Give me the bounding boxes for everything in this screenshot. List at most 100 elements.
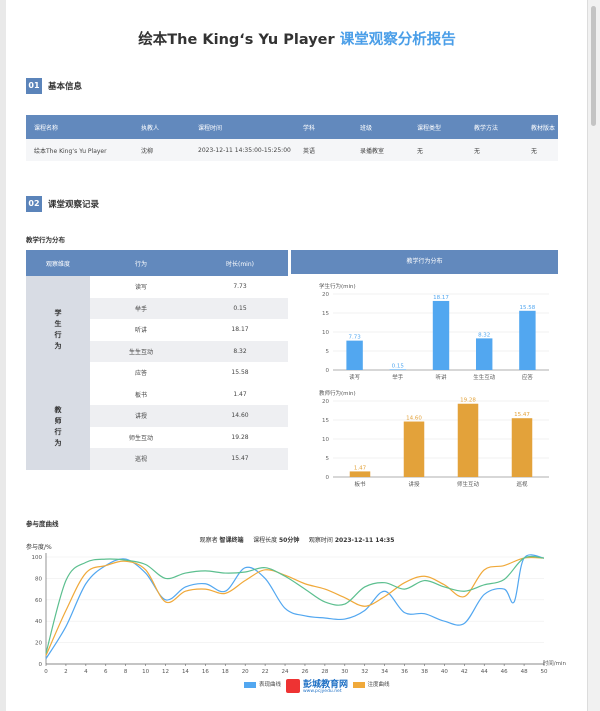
student-group-label: 学生行为 bbox=[54, 308, 62, 350]
engagement-info: 观察者 智课终端 课程长度 50分钟 观察时间 2023-12-11 14:35 bbox=[6, 535, 588, 544]
x-tick-label: 10 bbox=[142, 669, 149, 675]
x-tick-label: 20 bbox=[242, 669, 249, 675]
y-tick-label: 0 bbox=[326, 475, 330, 481]
x-tick-label: 24 bbox=[282, 669, 289, 675]
behavior-row: 教师行为 板书 1.47 bbox=[26, 383, 288, 470]
bar-value-label: 1.47 bbox=[354, 465, 367, 471]
x-tick-label: 32 bbox=[361, 669, 368, 675]
section-basic-info-header: 01 基本信息 bbox=[26, 75, 82, 94]
header-cell: 教材版本 bbox=[523, 115, 558, 139]
x-tick-label: 读写 bbox=[349, 373, 361, 381]
teacher-group-label: 教师行为 bbox=[54, 405, 62, 447]
cell: 录播教室 bbox=[352, 139, 409, 161]
watermark-icon bbox=[286, 679, 300, 693]
x-tick-label: 26 bbox=[301, 669, 308, 675]
page-scrollbar[interactable] bbox=[587, 0, 600, 711]
behavior-row: 巡视 15.47 bbox=[26, 448, 288, 470]
behavior-name: 板书 bbox=[90, 383, 192, 405]
y-tick-label: 60 bbox=[35, 598, 42, 604]
bar bbox=[432, 300, 450, 370]
bar bbox=[403, 421, 425, 477]
bar bbox=[457, 403, 479, 477]
cell: 绘本The King‘s Yu Player bbox=[26, 139, 133, 161]
behavior-name: 举手 bbox=[90, 297, 192, 319]
behavior-name: 生生互动 bbox=[90, 340, 192, 362]
y-tick-label: 100 bbox=[32, 555, 43, 561]
header-cell: 时长(min) bbox=[192, 250, 288, 276]
basic-info-row: 绘本The King‘s Yu Player 沈柳 2023-12-11 14:… bbox=[26, 139, 558, 161]
section-title: 课堂观察记录 bbox=[48, 199, 100, 210]
x-tick-label: 48 bbox=[521, 669, 528, 675]
scrollbar-thumb[interactable] bbox=[591, 6, 596, 126]
x-tick-label: 讲授 bbox=[408, 480, 420, 488]
behavior-name: 应答 bbox=[90, 362, 192, 384]
behavior-row: 生生互动 8.32 bbox=[26, 340, 288, 362]
behavior-name: 听讲 bbox=[90, 319, 192, 341]
y-tick-label: 10 bbox=[322, 330, 329, 336]
series-line bbox=[45, 556, 545, 656]
bar bbox=[511, 418, 533, 477]
bar-value-label: 19.28 bbox=[460, 398, 476, 404]
x-tick-label: 4 bbox=[84, 669, 88, 675]
behavior-row: 学生行为 读写 7.73 bbox=[26, 276, 288, 384]
length-label: 课程长度 bbox=[253, 537, 278, 544]
watermark-url: www.pcjyedu.net bbox=[303, 689, 342, 694]
behavior-subtitle: 教学行为分布 bbox=[26, 236, 65, 244]
behavior-value: 15.58 bbox=[192, 362, 288, 384]
behavior-value: 8.32 bbox=[192, 340, 288, 362]
header-cell: 课程类型 bbox=[409, 115, 466, 139]
watermark-brand: 彭城教育网 bbox=[303, 680, 349, 690]
engagement-legend: 表现曲线 注度曲线 bbox=[236, 680, 390, 688]
teacher-bar-chart: 教师行为(min) 0 5 10 15 20 1.47 板书 14.60 讲授 19.28 师生互动 1… bbox=[319, 389, 549, 488]
section-observation-header: 02 课堂观察记录 bbox=[26, 193, 100, 212]
header-cell: 教学方法 bbox=[466, 115, 523, 139]
bar bbox=[519, 310, 536, 370]
header-cell: 课程时间 bbox=[190, 115, 295, 139]
x-tick-label: 28 bbox=[321, 669, 328, 675]
student-group-cell: 学生行为 bbox=[26, 276, 90, 384]
y-tick-label: 20 bbox=[322, 292, 329, 298]
bar-value-label: 18.17 bbox=[433, 295, 449, 301]
behavior-row: 应答 15.58 bbox=[26, 362, 288, 384]
x-tick-label: 8 bbox=[124, 669, 128, 675]
behavior-value: 19.28 bbox=[192, 426, 288, 448]
behavior-row: 举手 0.15 bbox=[26, 297, 288, 319]
title-main: 绘本The King‘s Yu Player bbox=[138, 32, 335, 48]
basic-info-header-row: 课程名称 执教人 课程时间 学科 班级 课程类型 教学方法 教材版本 bbox=[26, 115, 558, 139]
y-tick-label: 5 bbox=[326, 349, 330, 355]
bar-value-label: 7.73 bbox=[348, 335, 361, 341]
chart-xlabel: 时间/min bbox=[543, 659, 566, 667]
behavior-row: 师生互动 19.28 bbox=[26, 426, 288, 448]
x-tick-label: 34 bbox=[381, 669, 388, 675]
x-tick-label: 板书 bbox=[354, 480, 366, 488]
y-tick-label: 15 bbox=[322, 311, 329, 317]
behavior-chart-panel: 教学行为分布 学生行为(min) 0 5 10 15 20 7.73 读写 0.15 举手 18.1… bbox=[291, 250, 558, 493]
observer-label: 观察者 bbox=[199, 537, 218, 544]
behavior-table: 观察维度 行为 时长(min) 学生行为 读写 7.73 举手 0.15 听讲 … bbox=[26, 250, 288, 470]
bar-value-label: 15.47 bbox=[514, 412, 530, 418]
x-tick-label: 44 bbox=[481, 669, 488, 675]
header-cell: 课程名称 bbox=[26, 115, 133, 139]
title-accent: 课堂观察分析报告 bbox=[339, 32, 456, 48]
time-label: 观察时间 bbox=[308, 537, 333, 544]
x-tick-label: 12 bbox=[162, 669, 169, 675]
x-tick-label: 16 bbox=[202, 669, 209, 675]
series-line bbox=[45, 554, 545, 659]
bar-value-label: 0.15 bbox=[392, 363, 405, 369]
teacher-group-cell: 教师行为 bbox=[26, 383, 90, 470]
behavior-name: 讲授 bbox=[90, 405, 192, 427]
student-bar-chart: 学生行为(min) 0 5 10 15 20 7.73 读写 0.15 举手 18.17 听讲 8.32… bbox=[319, 282, 549, 381]
x-tick-label: 42 bbox=[461, 669, 468, 675]
y-tick-label: 10 bbox=[322, 437, 329, 443]
header-cell: 学科 bbox=[295, 115, 352, 139]
x-tick-label: 师生互动 bbox=[457, 480, 480, 488]
cell: 无 bbox=[523, 139, 558, 161]
series-line bbox=[45, 555, 545, 654]
report-page: 绘本The King‘s Yu Player 课堂观察分析报告 01 基本信息 课… bbox=[6, 0, 588, 711]
behavior-chart-header: 教学行为分布 bbox=[291, 250, 558, 274]
x-tick-label: 生生互动 bbox=[473, 373, 496, 381]
y-tick-label: 40 bbox=[35, 619, 42, 625]
legend-label: 表现曲线 bbox=[259, 682, 282, 688]
behavior-value: 7.73 bbox=[192, 276, 288, 298]
